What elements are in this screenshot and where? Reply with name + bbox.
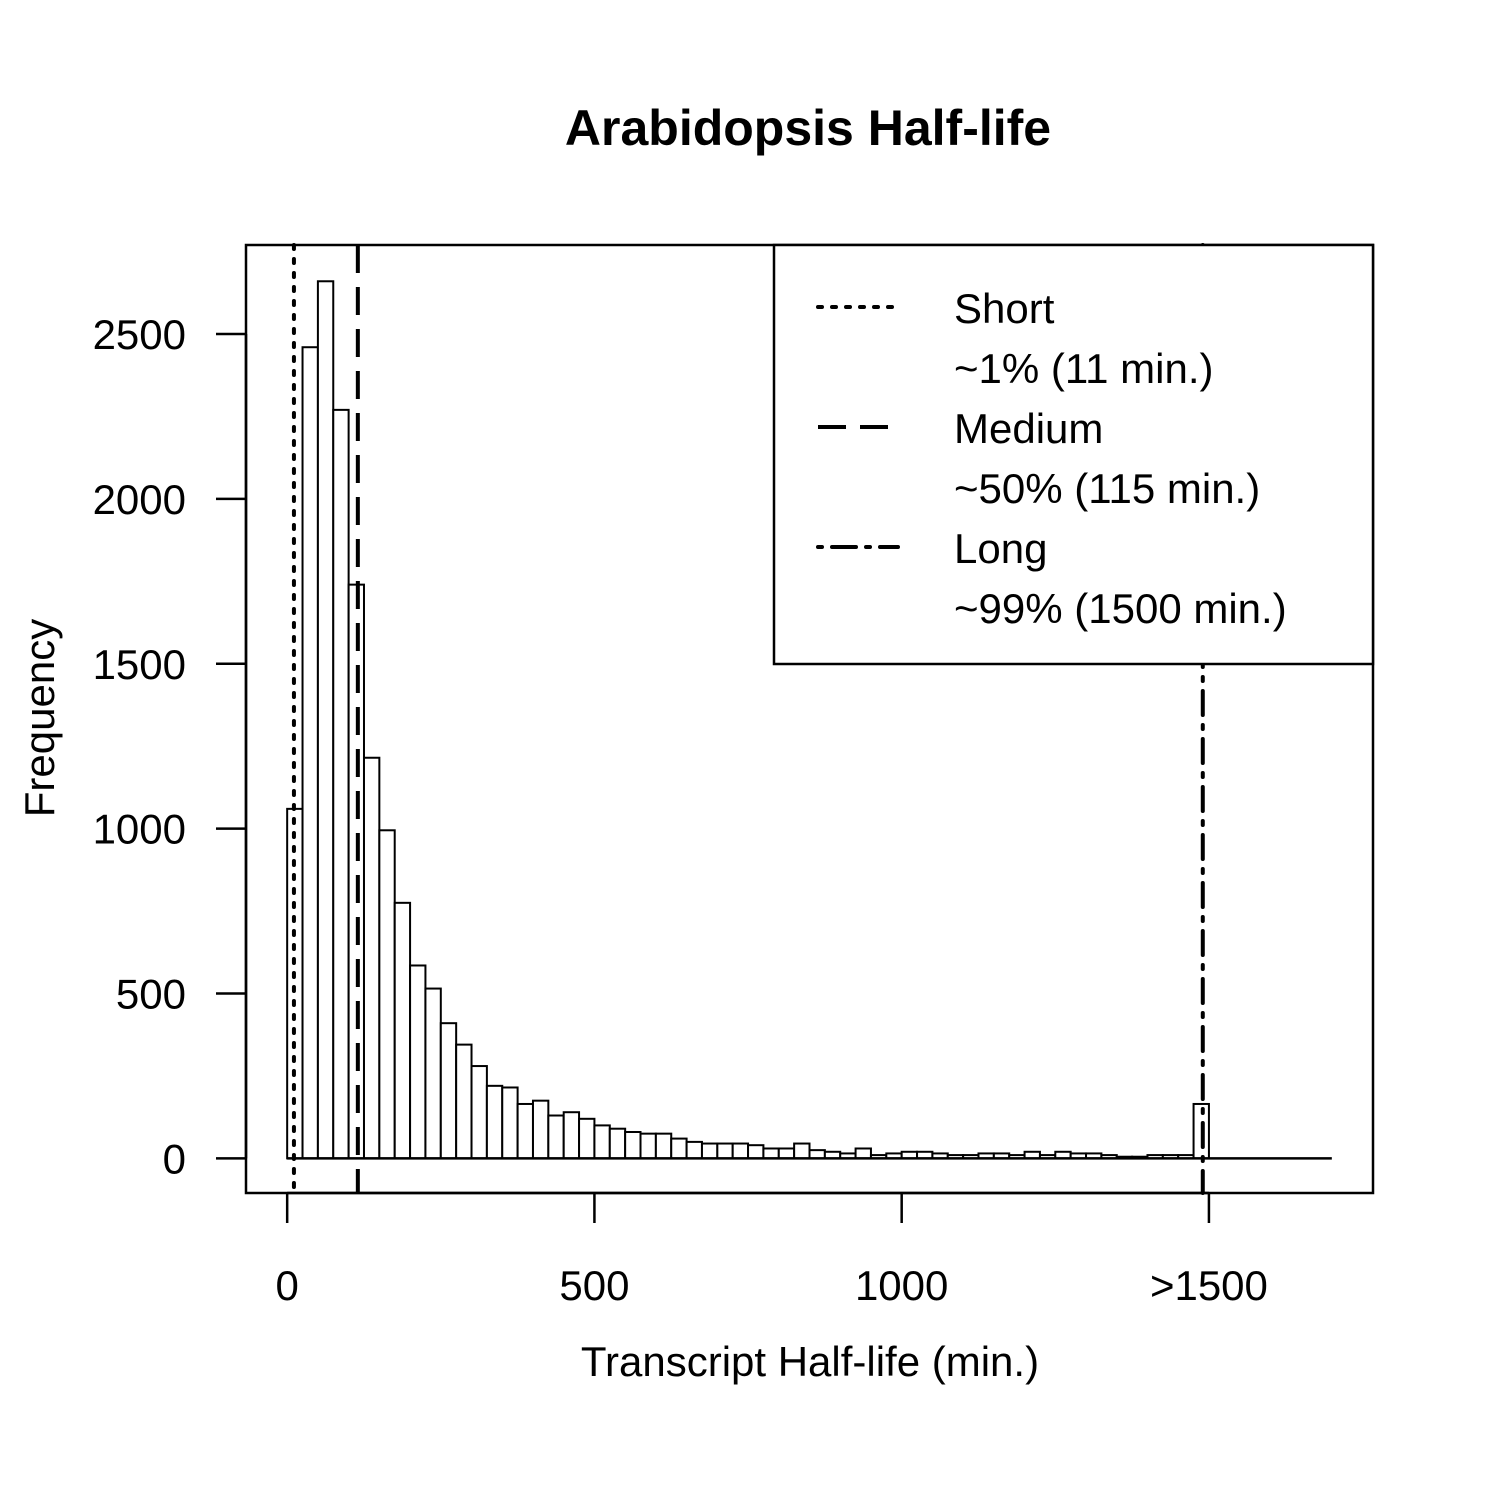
histogram-bar (578, 1117, 596, 1160)
histogram-bars (286, 280, 1210, 1160)
legend-short-label: Short (954, 285, 1055, 332)
histogram-bar (593, 1124, 611, 1160)
histogram-bar (762, 1147, 780, 1160)
histogram-bar (531, 1099, 550, 1160)
y-axis-label: Frequency (16, 619, 63, 817)
histogram-bar (793, 1142, 811, 1160)
legend-box (772, 243, 1375, 666)
legend-short-detail: ~1% (11 min.) (954, 345, 1214, 392)
histogram-bar (485, 1084, 504, 1160)
histogram-bar (470, 1065, 488, 1160)
histogram-bar (547, 1114, 565, 1160)
histogram-bar (439, 1022, 458, 1160)
y-tick-label: 2000 (93, 476, 186, 523)
histogram-bar (670, 1137, 688, 1160)
legend: Short ~1% (11 min.) Medium ~50% (115 min… (772, 243, 1375, 666)
histogram-bar (731, 1142, 750, 1160)
histogram-bar (409, 964, 427, 1160)
histogram-bar (777, 1147, 796, 1160)
chart-title: Arabidopsis Half-life (565, 100, 1051, 156)
histogram-bar (424, 987, 442, 1160)
histogram-bar (362, 756, 381, 1160)
histogram-bar (393, 901, 412, 1160)
y-tick-label: 1000 (93, 806, 186, 853)
legend-medium-detail: ~50% (115 min.) (954, 465, 1260, 512)
legend-long-label: Long (954, 525, 1047, 572)
histogram-bar (332, 408, 350, 1160)
x-tick-label: >1500 (1150, 1262, 1268, 1309)
y-axis: 0 500 1000 1500 2000 2500 (93, 311, 248, 1182)
y-tick-label: 2500 (93, 311, 186, 358)
histogram-bar (639, 1132, 657, 1160)
histogram-bar (562, 1111, 581, 1160)
y-tick-label: 1500 (93, 641, 186, 688)
histogram-bar (378, 829, 396, 1160)
x-tick-label: 500 (559, 1262, 629, 1309)
x-axis-label: Transcript Half-life (min.) (581, 1338, 1039, 1385)
histogram-bar (455, 1043, 473, 1160)
histogram-bar (608, 1127, 627, 1160)
y-tick-label: 0 (163, 1135, 186, 1182)
histogram-bar (316, 280, 335, 1160)
histogram-bar (501, 1086, 519, 1160)
histogram-bar (516, 1102, 534, 1160)
x-tick-label: 0 (275, 1262, 298, 1309)
histogram-bar (685, 1140, 703, 1160)
histogram-bar (700, 1142, 719, 1160)
histogram-bar (747, 1144, 765, 1160)
y-tick-label: 500 (116, 971, 186, 1018)
histogram-bar (854, 1147, 872, 1160)
histogram-bar (301, 346, 319, 1160)
x-axis: 0 500 1000 >1500 (275, 1191, 1268, 1309)
legend-long-detail: ~99% (1500 min.) (954, 585, 1287, 632)
x-tick-label: 1000 (855, 1262, 948, 1309)
histogram-bar (716, 1142, 734, 1160)
histogram-bar (624, 1130, 642, 1160)
histogram-bar (654, 1132, 673, 1160)
legend-medium-label: Medium (954, 405, 1103, 452)
